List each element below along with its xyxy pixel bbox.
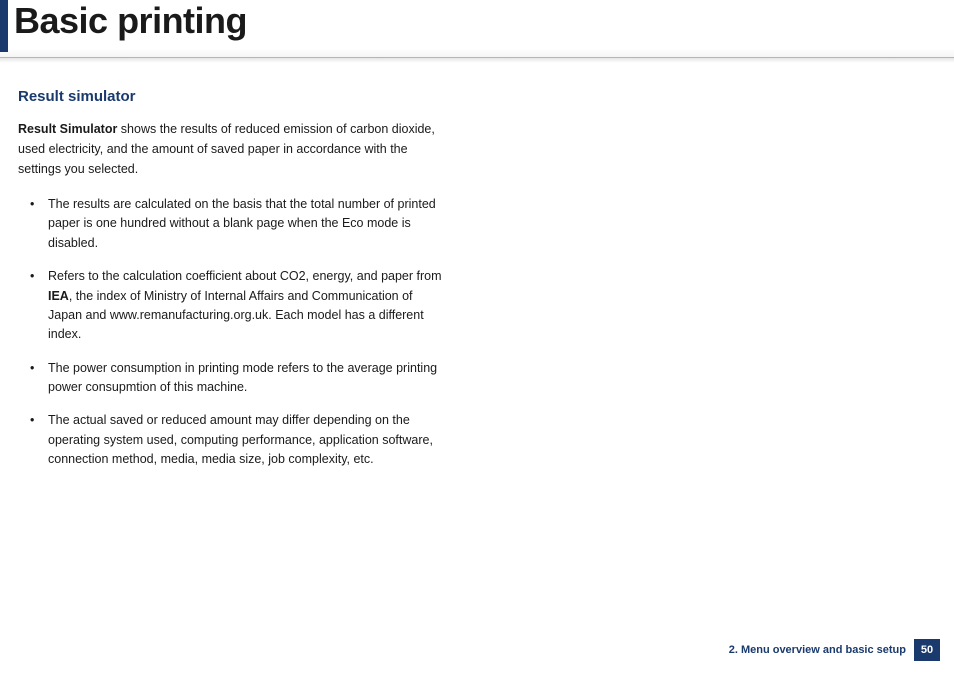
content-column: Result simulator Result Simulator shows … (0, 58, 460, 470)
page-number: 50 (914, 639, 940, 661)
bullet-list: The results are calculated on the basis … (18, 195, 442, 470)
header-accent-bar (0, 0, 8, 52)
chapter-label: 2. Menu overview and basic setup (729, 644, 906, 656)
intro-lead: Result Simulator (18, 122, 117, 136)
bullet-pre: Refers to the calculation coefficient ab… (48, 269, 442, 283)
section-title: Result simulator (18, 88, 442, 105)
page-footer: 2. Menu overview and basic setup 50 (729, 639, 940, 661)
list-item: Refers to the calculation coefficient ab… (30, 267, 442, 345)
page-header: Basic printing (0, 0, 954, 58)
bullet-text: The power consumption in printing mode r… (48, 361, 437, 394)
intro-paragraph: Result Simulator shows the results of re… (18, 119, 442, 179)
bullet-text: The results are calculated on the basis … (48, 197, 436, 250)
bullet-post: , the index of Ministry of Internal Affa… (48, 289, 424, 342)
bullet-text: The actual saved or reduced amount may d… (48, 413, 433, 466)
page-title: Basic printing (14, 0, 247, 42)
list-item: The actual saved or reduced amount may d… (30, 411, 442, 469)
bullet-bold: IEA (48, 289, 69, 303)
list-item: The results are calculated on the basis … (30, 195, 442, 253)
list-item: The power consumption in printing mode r… (30, 359, 442, 398)
